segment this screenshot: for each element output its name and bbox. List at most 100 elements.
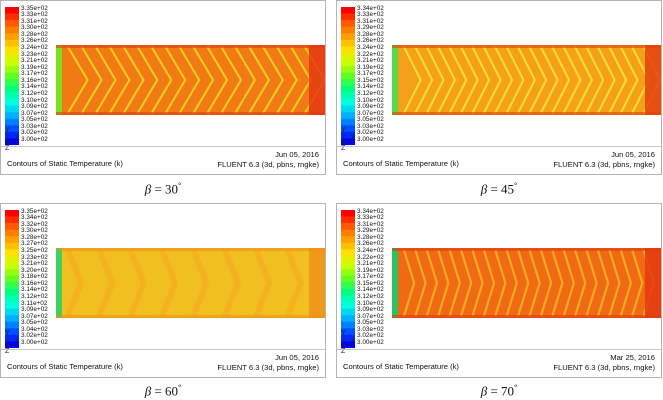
colorbar-band bbox=[341, 39, 355, 47]
flow-stripe bbox=[608, 46, 628, 114]
colorbar-band bbox=[5, 138, 19, 145]
colorbar-tick-label: 3.15e+02 bbox=[357, 279, 384, 287]
contour-title: Contours of Static Temperature (k) bbox=[7, 362, 123, 371]
contour-field bbox=[56, 45, 325, 115]
colorbar-tick-label: 3.00e+02 bbox=[357, 338, 384, 346]
wall-region bbox=[56, 45, 325, 48]
contour-panel-1: 3.35e+02 3.33e+02 3.31e+02 3.30e+02 3.28e+02… bbox=[0, 0, 326, 175]
colorbar-band bbox=[5, 59, 19, 67]
flow-stripe bbox=[619, 46, 639, 114]
colorbar-band bbox=[341, 334, 355, 342]
date-label: Jun 05, 2016 bbox=[611, 150, 655, 159]
colorbar-tick-label: 3.02e+02 bbox=[357, 332, 384, 340]
flow-stripe bbox=[164, 46, 187, 114]
colorbar-band bbox=[341, 112, 355, 120]
colorbar-band bbox=[5, 79, 19, 87]
date-label: Mar 25, 2016 bbox=[610, 353, 655, 362]
colorbar-band bbox=[341, 308, 355, 316]
colorbar-tick-label: 3.32e+02 bbox=[21, 220, 48, 228]
colorbar-tick-label: 3.16e+02 bbox=[21, 76, 48, 84]
flow-stripe bbox=[127, 248, 147, 318]
colorbar-tick-label: 3.33e+02 bbox=[21, 11, 48, 19]
colorbar-tick-label: 3.14e+02 bbox=[21, 83, 48, 91]
wall-region bbox=[392, 112, 661, 115]
colorbar-tick-label: 3.09e+02 bbox=[21, 306, 48, 314]
colorbar-tick-label: 3.29e+02 bbox=[357, 227, 384, 235]
flow-stripe bbox=[562, 46, 582, 114]
colorbar-tick-label: 3.21e+02 bbox=[21, 260, 48, 268]
flow-stripe bbox=[517, 249, 530, 317]
colorbar-band bbox=[341, 138, 355, 145]
colorbar-band bbox=[5, 72, 19, 80]
footer-divider bbox=[1, 349, 325, 350]
contour-title: Contours of Static Temperature (k) bbox=[343, 362, 459, 371]
colorbar-band bbox=[5, 92, 19, 100]
colorbar-tick-label: 3.34e+02 bbox=[357, 207, 384, 215]
flow-stripe bbox=[94, 46, 117, 114]
colorbar-tick-label: 3.02e+02 bbox=[21, 332, 48, 340]
colorbar-band bbox=[5, 26, 19, 34]
colorbar-tick-label: 3.10e+02 bbox=[357, 96, 384, 104]
colorbar-tick-label: 3.17e+02 bbox=[21, 70, 48, 78]
contour-panel-2: 3.34e+02 3.33e+02 3.31e+02 3.29e+02 3.28e+02… bbox=[336, 0, 662, 175]
colorbar-band bbox=[341, 26, 355, 34]
flow-stripe bbox=[262, 46, 285, 114]
colorbar-band bbox=[341, 282, 355, 290]
wall-region bbox=[56, 315, 325, 318]
flow-stripe bbox=[528, 249, 541, 317]
colorbar-tick-label: 3.19e+02 bbox=[21, 63, 48, 71]
temperature-contour-plot bbox=[56, 248, 325, 318]
flow-stripe bbox=[284, 248, 304, 318]
flow-stripe bbox=[459, 249, 473, 317]
colorbar-band bbox=[341, 59, 355, 67]
colorbar-tick-label: 3.21e+02 bbox=[357, 57, 384, 65]
colorbar-band bbox=[5, 125, 19, 133]
flow-stripe bbox=[150, 46, 173, 114]
colorbar-band bbox=[5, 288, 19, 296]
axes-triad: Y X Z bbox=[5, 330, 35, 360]
colorbar-band bbox=[341, 302, 355, 309]
axis-x-label: X bbox=[15, 338, 20, 345]
colorbar-band bbox=[5, 236, 19, 244]
contour-field bbox=[56, 248, 325, 318]
colorbar bbox=[5, 7, 19, 145]
flow-stripe bbox=[96, 248, 116, 318]
colorbar-band bbox=[5, 216, 19, 224]
colorbar-band bbox=[5, 249, 19, 257]
colorbar-band bbox=[5, 229, 19, 237]
colorbar-tick-label: 3.33e+02 bbox=[357, 214, 384, 222]
flow-stripe bbox=[414, 249, 427, 317]
flow-stripe bbox=[192, 46, 215, 114]
date-label: Jun 05, 2016 bbox=[275, 150, 319, 159]
colorbar-band bbox=[341, 72, 355, 80]
colorbar-tick-label: 3.11e+02 bbox=[21, 299, 48, 307]
colorbar-tick-label: 3.05e+02 bbox=[21, 319, 48, 327]
colorbar-tick-label: 3.31e+02 bbox=[357, 220, 384, 228]
colorbar-band bbox=[5, 308, 19, 316]
colorbar-band bbox=[341, 7, 355, 14]
footer-divider bbox=[337, 349, 661, 350]
colorbar-tick-label: 3.18e+02 bbox=[21, 273, 48, 281]
colorbar-band bbox=[341, 20, 355, 28]
colorbar-band bbox=[341, 262, 355, 270]
colorbar-tick-label: 3.02e+02 bbox=[357, 129, 384, 137]
colorbar-tick-label: 3.03e+02 bbox=[21, 122, 48, 130]
flow-stripe bbox=[190, 248, 210, 318]
flow-stripe bbox=[505, 46, 525, 114]
flow-stripe bbox=[494, 249, 507, 317]
flow-stripe bbox=[80, 46, 103, 114]
colorbar-band bbox=[341, 125, 355, 133]
colorbar-tick-label: 3.10e+02 bbox=[21, 96, 48, 104]
colorbar-band bbox=[341, 53, 355, 60]
colorbar-tick-label: 3.14e+02 bbox=[21, 286, 48, 294]
colorbar-tick-label: 3.00e+02 bbox=[357, 135, 384, 143]
colorbar-band bbox=[341, 85, 355, 93]
axis-y-label: Y bbox=[5, 127, 10, 134]
colorbar-band bbox=[5, 66, 19, 74]
temperature-contour-plot bbox=[56, 45, 325, 115]
colorbar-band bbox=[5, 262, 19, 270]
colorbar-tick-label: 3.21e+02 bbox=[357, 260, 384, 268]
colorbar-tick-label: 3.22e+02 bbox=[357, 50, 384, 58]
colorbar-band bbox=[5, 85, 19, 93]
colorbar-tick-label: 3.28e+02 bbox=[21, 233, 48, 241]
